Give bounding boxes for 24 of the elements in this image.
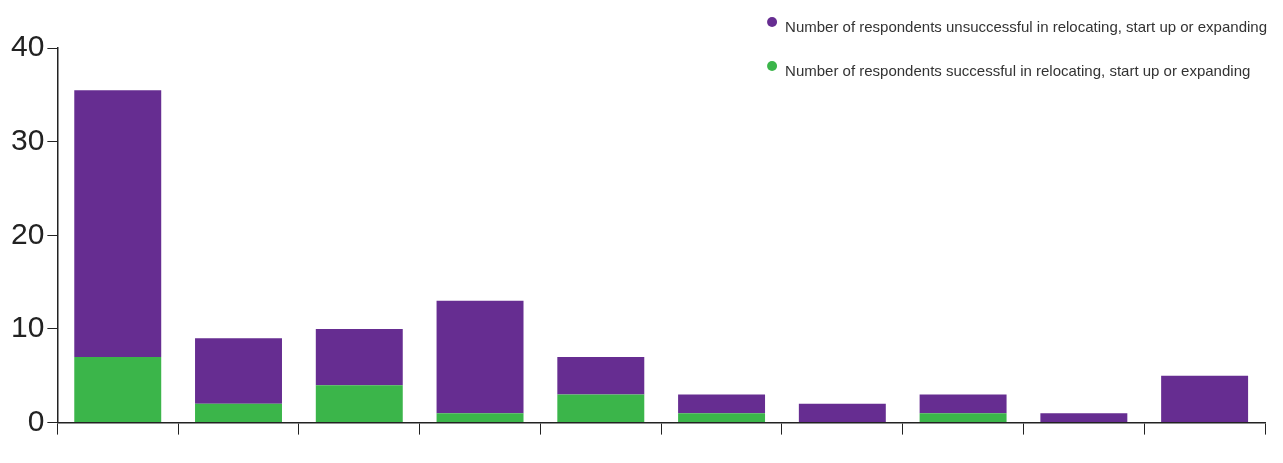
bar xyxy=(74,357,162,423)
bar xyxy=(195,338,282,404)
bar xyxy=(798,403,886,423)
bar xyxy=(315,385,403,423)
bar xyxy=(1040,413,1128,423)
y-tick-label: 10 xyxy=(10,310,45,344)
bar xyxy=(557,394,645,423)
y-tick-label: 20 xyxy=(10,216,45,250)
bar xyxy=(436,300,524,414)
legend-label: Number of respondents unsuccessful in relocating, start up or expanding xyxy=(785,18,1268,36)
bar xyxy=(436,413,524,423)
bar xyxy=(315,328,403,386)
bar xyxy=(1161,375,1249,423)
bar xyxy=(678,394,766,414)
bar xyxy=(919,413,1007,423)
y-tick-label: 40 xyxy=(10,29,45,63)
y-tick-label: 0 xyxy=(27,403,45,437)
bar xyxy=(195,403,282,423)
bar xyxy=(74,90,162,358)
bar xyxy=(678,413,766,423)
y-tick-label: 30 xyxy=(10,122,45,156)
legend-label: Number of respondents successful in relocating, start up or expanding xyxy=(785,62,1251,80)
bar xyxy=(557,357,645,395)
bar xyxy=(919,394,1007,414)
